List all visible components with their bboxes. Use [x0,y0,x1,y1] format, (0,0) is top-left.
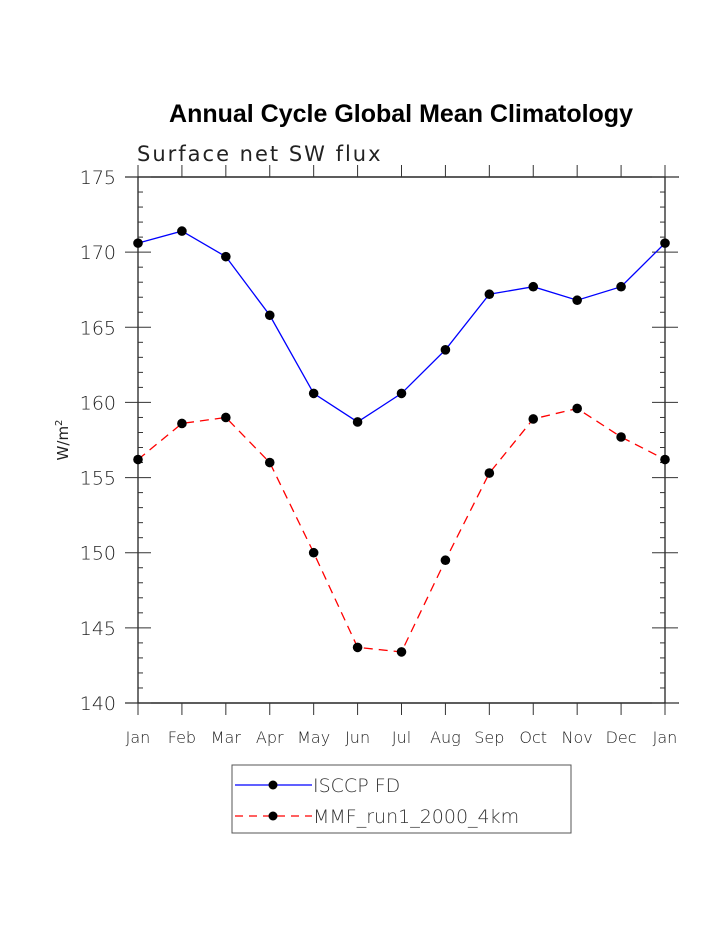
y-axis-label: W/m2 [54,420,72,461]
y-axis-label-sup: 2 [54,420,65,426]
data-point-isccp [177,226,187,236]
data-point-isccp [572,295,582,306]
data-point-mmf [660,454,670,465]
data-point-isccp [264,310,275,321]
legend-label-mmf: MMF_run1_2000_4km [313,806,519,828]
x-tick-label: Jul [392,728,411,747]
data-point-mmf [133,454,143,465]
data-point-isccp [221,251,231,262]
series-group [133,226,670,657]
data-point-isccp [352,417,363,427]
x-tick-label: Oct [519,728,547,747]
y-tick-label: 150 [80,543,116,565]
data-point-isccp [528,281,539,292]
y-tick-label: 145 [80,618,116,640]
plot-frame [137,176,666,704]
data-point-mmf [221,412,231,423]
data-point-isccp [660,238,670,248]
data-point-isccp [440,345,451,355]
data-point-mmf [440,555,451,566]
axes: 140 145 150 155 160 165 170 175 Jan Feb Mar Apr May J… [80,165,679,747]
legend: ISCCP FD MMF_run1_2000_4km [231,764,572,834]
x-tick-label: May [297,728,330,747]
legend-marker-mmf [268,811,278,821]
x-tick-label: Mar [211,728,242,747]
series-line-mmf [137,407,666,653]
x-tick-label: Aug [430,728,461,747]
svg-text:W/m2: W/m2 [54,420,72,461]
x-tick-label: Jan [126,728,151,747]
x-tick-label: Apr [256,728,284,747]
data-point-isccp [396,388,407,399]
data-point-mmf [528,414,539,424]
legend-marker-isccp [268,780,278,790]
data-point-isccp [484,289,495,300]
y-tick-label: 165 [80,317,116,339]
legend-label-isccp: ISCCP FD [313,775,400,797]
data-point-mmf [616,432,626,442]
data-point-isccp [133,238,143,248]
data-point-isccp [308,388,319,399]
x-tick-label: Feb [168,728,196,747]
y-tick-label: 160 [80,392,116,414]
y-tick-label: 155 [80,468,116,490]
data-point-mmf [308,547,319,558]
y-axis-label-base: W/m [54,426,72,461]
y-tick-label: 140 [80,693,116,715]
x-tick-label: Dec [606,728,637,747]
data-point-mmf [572,403,582,414]
data-point-mmf [177,418,187,429]
x-tick-label: Nov [562,728,593,747]
chart-subtitle: Surface net SW flux [137,142,383,166]
x-tick-label: Jun [345,728,370,747]
legend-box [231,764,572,834]
data-point-mmf [484,468,495,478]
chart-title: Annual Cycle Global Mean Climatology [169,100,633,128]
data-point-isccp [616,281,626,292]
data-point-mmf [352,642,363,653]
data-point-mmf [264,457,275,468]
x-tick-label: Jan [653,728,678,747]
y-tick-label: 170 [80,242,116,264]
y-tick-label: 175 [80,167,116,189]
x-tick-label: Sep [474,728,504,747]
data-point-mmf [396,647,407,657]
